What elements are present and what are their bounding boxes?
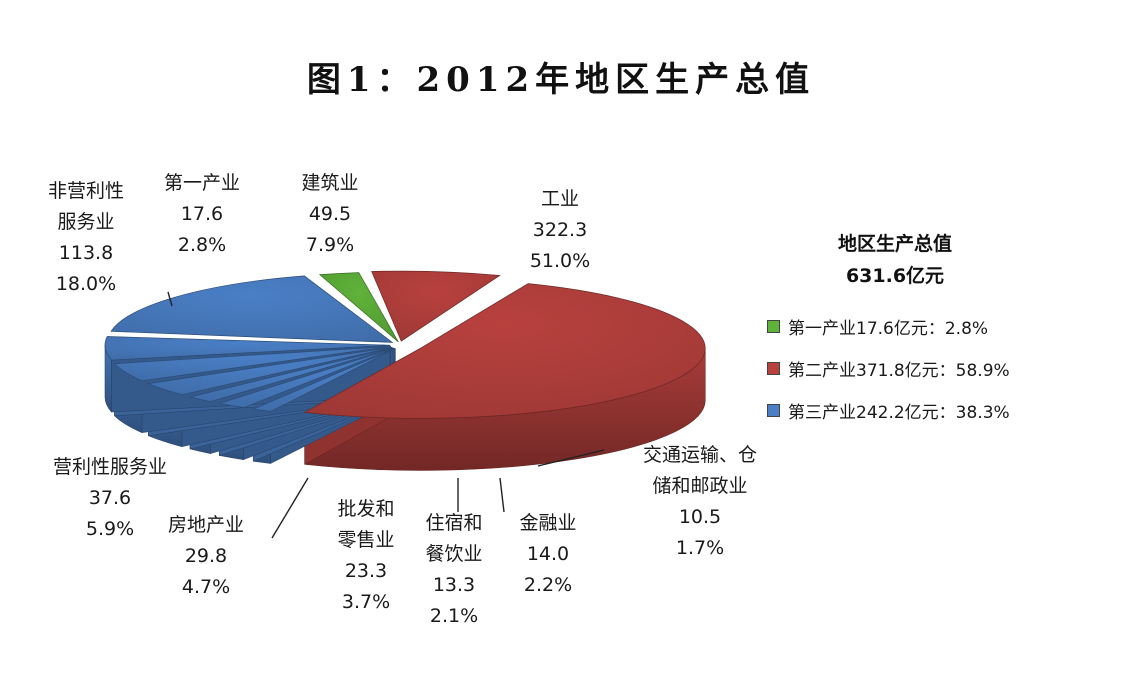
- slice-percent: 7.9%: [305, 234, 355, 256]
- slice-name: 批发和: [337, 498, 395, 520]
- slice-top-3: [190, 347, 394, 402]
- slice-value: 322.3: [532, 219, 588, 241]
- slice-percent: 1.7%: [675, 537, 725, 559]
- slice-label-1: 交通运输、仓 储和邮政业 10.5 1.7%: [643, 440, 757, 564]
- slice-value: 10.5: [678, 506, 722, 528]
- slice-top-9: [371, 270, 501, 342]
- slice-label-3: 住宿和餐饮业 13.3 2.1%: [425, 508, 482, 632]
- slice-percent: 3.7%: [341, 591, 391, 613]
- slice-value: 14.0: [526, 543, 570, 565]
- leader-line-8: [167, 291, 173, 307]
- slice-name: 房地产业: [167, 514, 245, 536]
- slice-top-6: [104, 336, 391, 361]
- slice-name: 住宿和: [425, 512, 483, 534]
- slice-name: 工业: [540, 188, 580, 210]
- slice-name: 交通运输、仓: [642, 444, 758, 466]
- slice-label-9: 建筑业 49.5 7.9%: [301, 168, 358, 261]
- slice-label-4: 批发和零售业 23.3 3.7%: [337, 494, 394, 618]
- legend-title: 地区生产总值: [837, 233, 952, 255]
- slice-value: 49.5: [308, 203, 352, 225]
- slice-percent: 18.0%: [55, 273, 117, 295]
- slice-percent: 4.7%: [181, 576, 231, 598]
- legend-label: 第二产业371.8亿元：58.9%: [788, 361, 1010, 381]
- slice-label-7: 非营利性服务业 113.8 18.0%: [48, 176, 124, 300]
- slice-value: 13.3: [432, 574, 476, 596]
- legend-item-secondary: 第二产业371.8亿元：58.9%: [760, 348, 1080, 390]
- legend-item-primary: 第一产业17.6亿元：2.8%: [760, 306, 1080, 348]
- slice-label-6: 营利性服务业 37.6 5.9%: [53, 452, 167, 545]
- slice-label-8: 第一产业 17.6 2.8%: [164, 168, 240, 261]
- slice-name: 服务业: [57, 211, 115, 233]
- slice-top-4: [147, 347, 393, 396]
- slice-value: 23.3: [344, 560, 388, 582]
- slice-name: 非营利性: [47, 180, 125, 202]
- slice-label-0: 工业 322.3 51.0%: [530, 184, 590, 277]
- slice-name: 第一产业: [163, 172, 241, 194]
- slice-percent: 2.2%: [523, 574, 573, 596]
- legend-item-tertiary: 第三产业242.2亿元：38.3%: [760, 390, 1080, 432]
- slice-label-5: 房地产业 29.8 4.7%: [168, 510, 244, 603]
- leader-line-2: [499, 477, 505, 513]
- slice-name: 储和邮政业: [652, 475, 748, 497]
- slice-value: 113.8: [58, 242, 114, 264]
- leader-line-1: [537, 449, 605, 467]
- slice-top-7: [110, 275, 394, 343]
- slice-top-2: [219, 347, 395, 409]
- slice-name: 金融业: [519, 512, 577, 534]
- legend-swatch: [767, 320, 780, 333]
- slice-value: 17.6: [180, 203, 224, 225]
- slice-name: 营利性服务业: [52, 456, 168, 478]
- legend-swatch: [767, 362, 780, 375]
- slice-value: 37.6: [88, 487, 132, 509]
- slice-percent: 5.9%: [85, 518, 135, 540]
- legend-label: 第三产业242.2亿元：38.3%: [788, 403, 1010, 423]
- slice-value: 29.8: [184, 545, 228, 567]
- slice-top-0: [303, 283, 706, 419]
- legend-label: 第一产业17.6亿元：2.8%: [788, 319, 989, 339]
- legend-items: 第一产业17.6亿元：2.8% 第二产业371.8亿元：58.9% 第三产业242.…: [760, 306, 1080, 432]
- slice-top-5: [113, 346, 391, 382]
- slice-top-8: [318, 272, 399, 343]
- legend: 地区生产总值 631.6亿元 第一产业17.6亿元：2.8% 第二产业371.8亿…: [760, 228, 1080, 432]
- slice-percent: 2.8%: [177, 234, 227, 256]
- slice-percent: 2.1%: [429, 605, 479, 627]
- slice-top-1: [251, 348, 396, 412]
- chart-title: 图1：2012年地区生产总值: [306, 60, 816, 100]
- slice-name: 零售业: [337, 529, 395, 551]
- legend-swatch: [767, 404, 780, 417]
- slice-percent: 51.0%: [529, 250, 591, 272]
- leader-line-5: [271, 477, 309, 539]
- slice-label-2: 金融业 14.0 2.2%: [519, 508, 576, 601]
- slice-name: 建筑业: [301, 172, 359, 194]
- legend-total: 631.6亿元: [845, 265, 945, 287]
- slice-name: 餐饮业: [425, 543, 483, 565]
